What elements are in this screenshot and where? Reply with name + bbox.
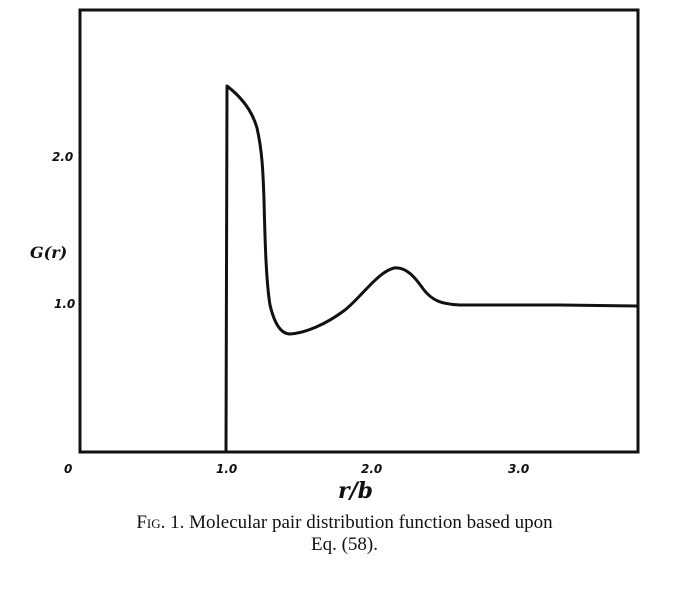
plot-frame (78, 8, 640, 454)
y-axis-label: G(r) (30, 243, 68, 262)
x-tick-3-0: 3.0 (508, 462, 530, 476)
x-axis-label: r/b (338, 478, 374, 504)
y-tick-2-0: 2.0 (52, 150, 74, 164)
x-tick-1-0: 1.0 (216, 462, 238, 476)
y-tick-1-0: 1.0 (54, 297, 76, 311)
figure-caption: Fig. 1. Molecular pair distribution func… (0, 512, 689, 556)
g-of-r-curve (224, 84, 640, 454)
caption-line-1: Fig. 1. Molecular pair distribution func… (0, 512, 689, 534)
caption-text: Molecular pair distribution function bas… (184, 512, 553, 533)
caption-figure-number: Fig. 1. (136, 512, 185, 533)
x-tick-2-0: 2.0 (361, 462, 383, 476)
x-tick-0: 0 (64, 462, 73, 476)
caption-line-2: Eq. (58). (310, 534, 378, 555)
